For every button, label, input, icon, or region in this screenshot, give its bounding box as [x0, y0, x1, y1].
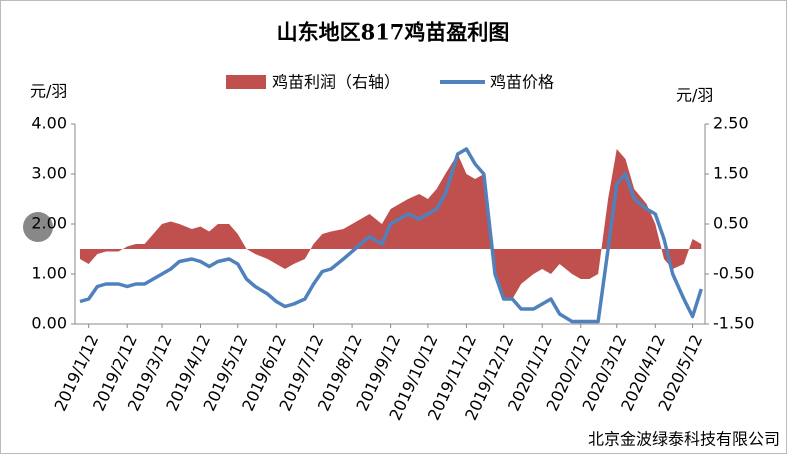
- y-tick-label: 2.00: [31, 214, 67, 233]
- y-tick-label: 1.00: [31, 264, 67, 283]
- legend-label: 鸡苗价格: [490, 73, 554, 92]
- chart-title: 山东地区817鸡苗盈利图: [277, 20, 510, 45]
- y2-axis-label: 元/羽: [676, 86, 713, 105]
- y-tick-label: 3.00: [31, 164, 67, 183]
- y-tick-label: 4.00: [31, 114, 67, 133]
- decoration: [23, 212, 53, 242]
- y-tick-label: 0.00: [31, 314, 67, 333]
- legend-swatch: [226, 75, 266, 89]
- y-axis-label: 元/羽: [30, 82, 67, 101]
- y2-tick-label: -1.50: [713, 314, 754, 333]
- legend-label: 鸡苗利润（右轴）: [272, 73, 400, 92]
- y2-tick-label: 0.50: [713, 214, 749, 233]
- y2-tick-label: 1.50: [713, 164, 749, 183]
- price-line: [79, 147, 703, 324]
- source: 北京金波绿泰科技有限公司: [588, 430, 780, 449]
- y2-tick-label: 2.50: [713, 114, 749, 133]
- y2-tick-label: -0.50: [713, 264, 754, 283]
